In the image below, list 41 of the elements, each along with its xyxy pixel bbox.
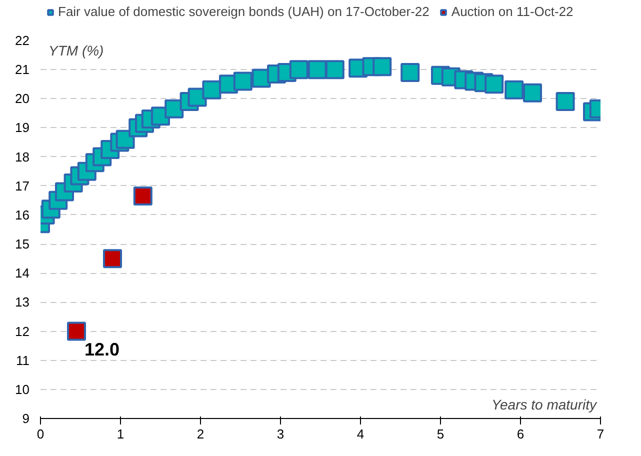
data-label: 12.0 [84,339,120,360]
y-tick-label: 18 [15,149,30,164]
y-tick-label: 22 [15,33,30,48]
y-axis-title: YTM (%) [48,42,104,58]
x-tick-label: 1 [116,426,124,442]
y-tick-label: 20 [15,91,30,106]
y-tick-label: 17 [15,178,30,194]
point [400,62,420,82]
point [67,322,86,341]
point [308,60,327,80]
y-tick-label: 13 [15,294,30,310]
point [523,83,542,102]
legend-label: Fair value of domestic sovereign bonds (UAH) on 17-October-22 [58,4,430,19]
y-tick-label: 19 [15,120,30,136]
y-tick-label: 14 [15,266,30,281]
point [372,57,392,76]
point [504,80,524,100]
y-tick-label: 21 [15,62,30,78]
legend-label: Auction on 11-Oct-22 [451,4,574,19]
point [484,74,504,94]
y-tick-label: 15 [15,236,30,252]
y-tick-label: 9 [22,411,30,426]
x-tick-label: 7 [596,426,604,442]
point [202,80,222,100]
y-tick-label: 10 [15,382,30,397]
y-tick-label: 16 [15,207,30,222]
point [233,72,252,91]
point [325,60,344,80]
x-tick-label: 2 [196,426,204,442]
point [289,60,308,80]
point [556,92,575,112]
y-tick-label: 12 [15,324,30,339]
y-tick-label: 11 [16,352,30,368]
x-tick-label: 5 [436,426,444,442]
x-axis-title: Years to maturity [491,396,598,412]
point [133,186,152,206]
x-tick-label: 4 [356,426,364,442]
x-tick-label: 6 [516,426,524,442]
x-tick-label: 3 [276,426,284,442]
point [103,249,122,268]
x-tick-label: 0 [36,426,44,442]
